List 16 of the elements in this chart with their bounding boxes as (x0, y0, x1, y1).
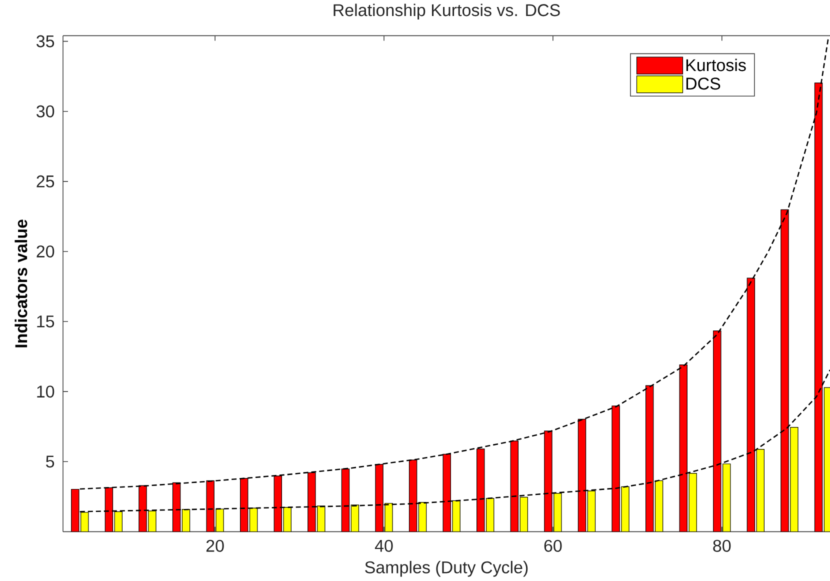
y-axis-title: Indicators value (14, 220, 28, 348)
chart-title: Relationship Kurtosis vs. DCS (334, 4, 560, 20)
y-tick-label: 5 (46, 456, 54, 468)
x-tick-label: 60 (544, 540, 562, 552)
y-tick-label: 15 (37, 316, 54, 328)
y-tick-label: 25 (36, 175, 54, 188)
y-tick-label: 35 (36, 35, 54, 48)
x-tick-label: 20 (206, 540, 224, 552)
y-tick-label: 10 (37, 386, 54, 398)
y-tick-label: 20 (36, 245, 54, 258)
y-tick-label: 30 (36, 105, 54, 118)
x-tick-label: 40 (374, 540, 393, 552)
legend-label: Kurtosis (686, 58, 746, 72)
x-tick-label: 80 (713, 540, 731, 552)
legend-label: DCS (686, 78, 720, 90)
x-axis-title: Samples (Duty Cycle) (365, 560, 528, 577)
